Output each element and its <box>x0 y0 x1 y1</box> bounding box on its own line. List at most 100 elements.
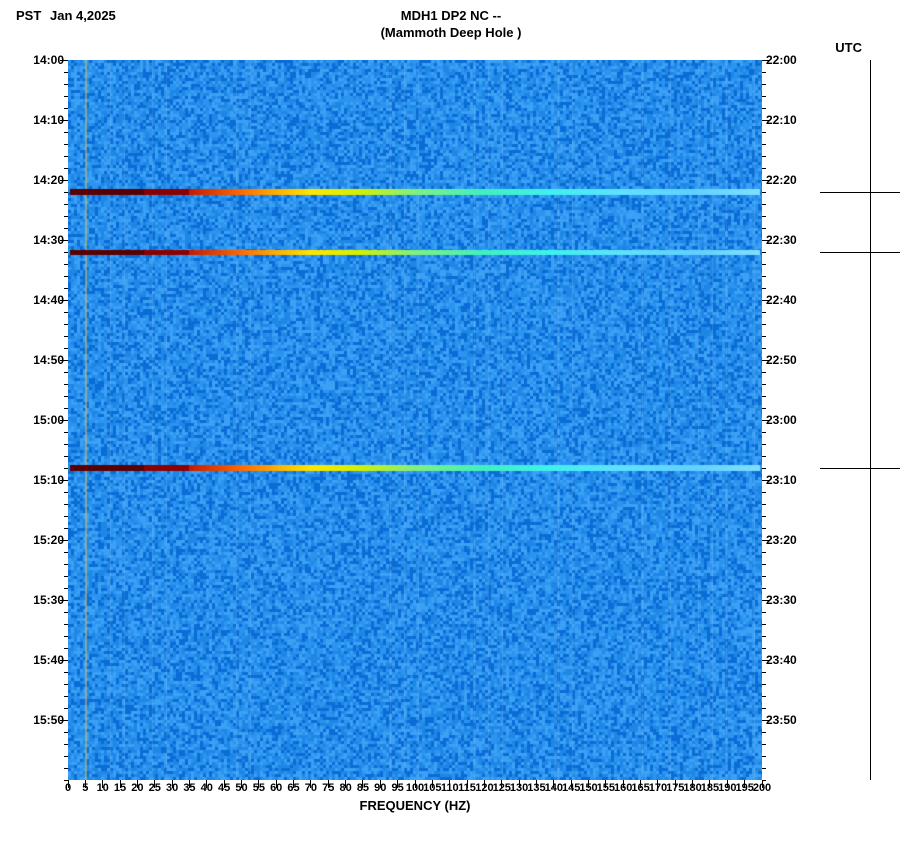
y-tick-minor <box>64 228 68 229</box>
y-tick-minor <box>64 372 68 373</box>
y-label-left: 15:20 <box>33 533 68 547</box>
date-label: Jan 4,2025 <box>50 8 116 23</box>
y-tick-minor <box>64 324 68 325</box>
x-label: 175 <box>666 780 684 794</box>
x-label: 85 <box>357 780 369 794</box>
x-label: 145 <box>562 780 580 794</box>
x-label: 140 <box>545 780 563 794</box>
x-label: 40 <box>201 780 213 794</box>
x-label: 150 <box>579 780 597 794</box>
y-tick-minor <box>762 672 766 673</box>
x-label: 70 <box>305 780 317 794</box>
x-label: 95 <box>392 780 404 794</box>
y-tick-minor <box>64 612 68 613</box>
y-tick-minor <box>762 228 766 229</box>
y-tick-minor <box>762 84 766 85</box>
y-label-left: 15:10 <box>33 473 68 487</box>
y-tick-minor <box>762 684 766 685</box>
y-tick-minor <box>64 84 68 85</box>
x-label: 110 <box>441 780 459 794</box>
y-tick-minor <box>762 144 766 145</box>
y-tick-minor <box>762 444 766 445</box>
event-marker <box>820 252 900 253</box>
x-label: 160 <box>614 780 632 794</box>
x-label: 10 <box>97 780 109 794</box>
x-label: 25 <box>149 780 161 794</box>
event-marker <box>820 468 900 469</box>
header: PST Jan 4,2025 MDH1 DP2 NC -- (Mammoth D… <box>0 8 902 40</box>
y-tick-minor <box>64 672 68 673</box>
y-tick-minor <box>762 516 766 517</box>
y-tick-minor <box>762 756 766 757</box>
y-tick-minor <box>64 636 68 637</box>
x-label: 0 <box>65 780 71 794</box>
y-tick-minor <box>762 744 766 745</box>
y-tick-minor <box>64 696 68 697</box>
y-tick-minor <box>64 528 68 529</box>
spectrogram-canvas <box>68 60 762 780</box>
x-label: 165 <box>631 780 649 794</box>
y-label-left: 14:30 <box>33 233 68 247</box>
y-tick-minor <box>64 168 68 169</box>
y-tick-minor <box>762 324 766 325</box>
y-tick-minor <box>64 384 68 385</box>
y-tick-minor <box>64 396 68 397</box>
y-tick-minor <box>762 276 766 277</box>
y-tick-minor <box>762 552 766 553</box>
y-tick-minor <box>762 168 766 169</box>
y-tick-minor <box>64 276 68 277</box>
y-tick-minor <box>762 336 766 337</box>
x-label: 195 <box>735 780 753 794</box>
y-tick-minor <box>64 744 68 745</box>
x-label: 35 <box>183 780 195 794</box>
x-label: 190 <box>718 780 736 794</box>
x-label: 125 <box>493 780 511 794</box>
y-tick-minor <box>762 528 766 529</box>
y-tick-minor <box>64 264 68 265</box>
y-label-left: 15:30 <box>33 593 68 607</box>
y-label-right: 23:00 <box>762 413 797 427</box>
y-tick-minor <box>762 768 766 769</box>
y-tick-minor <box>762 252 766 253</box>
y-label-right: 22:10 <box>762 113 797 127</box>
y-tick-minor <box>64 408 68 409</box>
y-label-right: 22:20 <box>762 173 797 187</box>
x-label: 80 <box>339 780 351 794</box>
y-label-left: 15:40 <box>33 653 68 667</box>
y-tick-minor <box>762 468 766 469</box>
x-axis-title: FREQUENCY (HZ) <box>360 798 471 813</box>
y-label-left: 15:50 <box>33 713 68 727</box>
y-tick-minor <box>64 204 68 205</box>
y-tick-minor <box>64 576 68 577</box>
spectrogram-plot: 14:0022:0014:1022:1014:2022:2014:3022:30… <box>68 60 762 780</box>
y-tick-minor <box>64 468 68 469</box>
x-label: 180 <box>683 780 701 794</box>
x-label: 105 <box>423 780 441 794</box>
y-tick-minor <box>64 492 68 493</box>
y-tick-minor <box>64 216 68 217</box>
y-tick-minor <box>64 132 68 133</box>
y-label-right: 23:50 <box>762 713 797 727</box>
y-label-left: 14:20 <box>33 173 68 187</box>
y-tick-minor <box>64 648 68 649</box>
y-tick-minor <box>762 696 766 697</box>
y-tick-minor <box>762 732 766 733</box>
y-tick-minor <box>762 504 766 505</box>
chart-subtitle: (Mammoth Deep Hole ) <box>0 25 902 40</box>
y-tick-minor <box>762 648 766 649</box>
y-tick-minor <box>762 408 766 409</box>
y-tick-minor <box>64 732 68 733</box>
x-label: 20 <box>131 780 143 794</box>
x-label: 55 <box>253 780 265 794</box>
x-label: 200 <box>753 780 771 794</box>
y-label-left: 14:10 <box>33 113 68 127</box>
y-tick-minor <box>64 552 68 553</box>
y-tick-minor <box>64 144 68 145</box>
y-tick-minor <box>64 456 68 457</box>
y-tick-minor <box>64 624 68 625</box>
y-tick-minor <box>64 756 68 757</box>
y-tick-minor <box>762 564 766 565</box>
y-label-left: 14:00 <box>33 53 68 67</box>
y-tick-minor <box>64 516 68 517</box>
chart-title: MDH1 DP2 NC -- <box>0 8 902 23</box>
